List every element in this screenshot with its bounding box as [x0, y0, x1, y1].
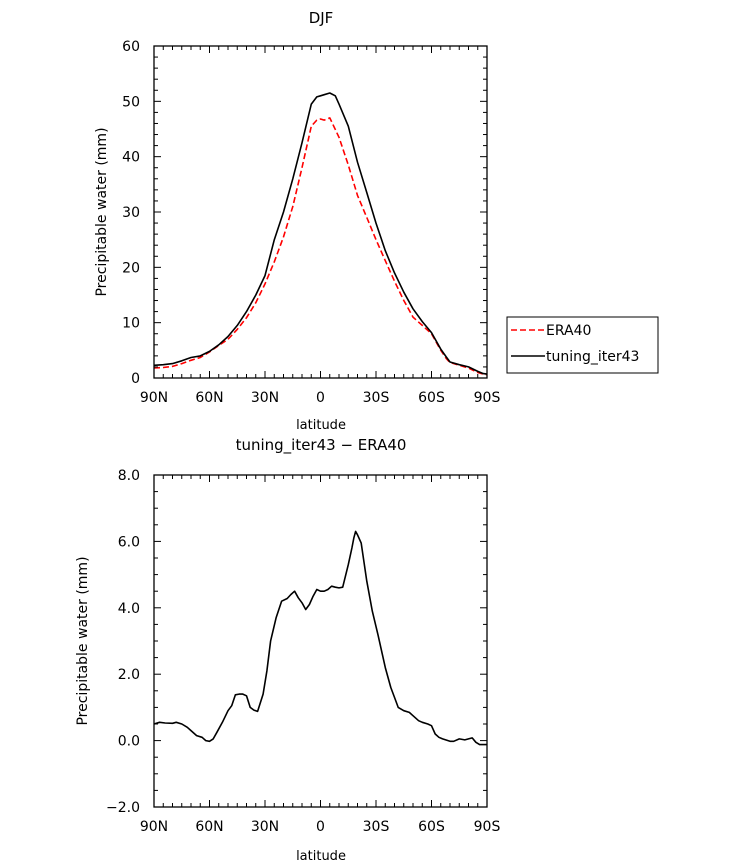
difference-line	[153, 530, 487, 746]
top-x-axis-label: latitude	[296, 418, 346, 433]
y-tick-label: 30	[122, 205, 140, 221]
x-tick-label: 30N	[251, 819, 279, 835]
y-tick-label: 2.0	[118, 667, 140, 683]
y-tick-label: 10	[122, 316, 140, 332]
y-tick-label: 20	[122, 260, 140, 276]
y-tick-label: 0.0	[118, 734, 140, 750]
tuning_iter43-line	[153, 92, 488, 375]
x-tick-label: 90N	[140, 390, 168, 406]
top-y-axis-label: Precipitable water (mm)	[94, 127, 110, 296]
bottom-y-axis-label: Precipitable water (mm)	[75, 556, 91, 725]
y-tick-label: −2.0	[106, 800, 140, 816]
top-x-ticks: 90N 60N 30N 0 30S 60S 90S	[140, 46, 501, 406]
x-tick-label: 90S	[474, 819, 501, 835]
y-tick-label: 60	[122, 39, 140, 55]
legend: ERA40 tuning_iter43	[506, 316, 659, 374]
x-tick-label: 0	[316, 819, 325, 835]
x-tick-label: 30N	[251, 390, 279, 406]
bottom-y-ticks: −2.0 0.0 2.0 4.0 6.0 8.0	[106, 468, 487, 816]
y-tick-label: 4.0	[118, 601, 140, 617]
x-tick-label: 60S	[418, 819, 445, 835]
y-tick-label: 6.0	[118, 534, 140, 550]
top-panel: DJF 90N 60N 30N 0 30S 60S 90S 0 10 20 30 40 50 60 la…	[94, 9, 500, 433]
top-series-group	[153, 92, 488, 376]
top-chart-title: DJF	[309, 9, 334, 27]
x-tick-label: 30S	[363, 390, 390, 406]
y-tick-label: 40	[122, 150, 140, 166]
legend-label-tuning: tuning_iter43	[546, 349, 639, 365]
x-tick-label: 60N	[195, 390, 223, 406]
bottom-x-ticks: 90N 60N 30N 0 30S 60S 90S	[140, 475, 501, 835]
bottom-series-group	[153, 530, 487, 746]
legend-label-era40: ERA40	[546, 323, 591, 339]
y-tick-label: 0	[131, 371, 140, 387]
legend-box	[506, 316, 659, 374]
x-tick-label: 90S	[474, 390, 501, 406]
era40-line	[153, 117, 488, 376]
x-tick-label: 90N	[140, 819, 168, 835]
bottom-panel: tuning_iter43 − ERA40 90N 60N 30N 0 30S 60S 90…	[75, 436, 500, 864]
y-tick-label: 50	[122, 94, 140, 110]
x-tick-label: 60S	[418, 390, 445, 406]
x-tick-label: 30S	[363, 819, 390, 835]
bottom-chart-title: tuning_iter43 − ERA40	[236, 436, 407, 455]
x-tick-label: 60N	[195, 819, 223, 835]
y-tick-label: 8.0	[118, 468, 140, 484]
bottom-plot-frame	[153, 474, 488, 808]
bottom-x-axis-label: latitude	[296, 849, 346, 864]
top-y-ticks: 0 10 20 30 40 50 60	[122, 39, 487, 387]
x-tick-label: 0	[316, 390, 325, 406]
